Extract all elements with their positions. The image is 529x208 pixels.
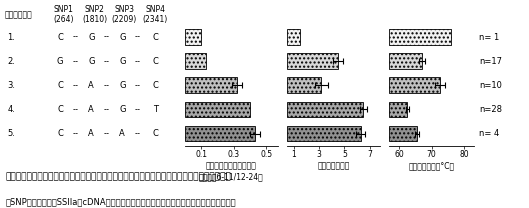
Bar [185, 29, 202, 45]
Text: --: -- [73, 57, 79, 66]
Text: 図１　アルカリ崩壊性遥伝子（ＳＳＩＩａ）の遥伝子内ハプロタイプとデンプン特性との関連: 図１ アルカリ崩壊性遥伝子（ＳＳＩＩａ）の遥伝子内ハプロタイプとデンプン特性との… [5, 172, 231, 181]
Text: SNP3
(2209): SNP3 (2209) [112, 5, 136, 24]
Text: C: C [57, 129, 63, 138]
Text: C: C [152, 129, 158, 138]
Text: C: C [57, 81, 63, 90]
Bar [185, 102, 250, 117]
Text: --: -- [104, 105, 110, 114]
Bar [185, 126, 255, 141]
Text: --: -- [73, 32, 79, 42]
Text: --: -- [104, 57, 110, 66]
Text: SNP4
(2341): SNP4 (2341) [142, 5, 168, 24]
Text: --: -- [73, 105, 79, 114]
Text: SNP1
(264): SNP1 (264) [53, 5, 74, 24]
Text: 各SNPの下に日本晴SSIIaのcDNA翻訳開始点からの塔基番号を示した。誤差線は標準偏差。: 各SNPの下に日本晴SSIIaのcDNA翻訳開始点からの塔基番号を示した。誤差線… [5, 197, 236, 206]
Text: G: G [119, 32, 125, 42]
Text: --: -- [104, 32, 110, 42]
Bar [185, 53, 206, 69]
Text: G: G [119, 81, 125, 90]
Text: G: G [119, 57, 125, 66]
Bar [287, 29, 300, 45]
Text: --: -- [73, 129, 79, 138]
Text: --: -- [104, 81, 110, 90]
Text: --: -- [73, 81, 79, 90]
Text: C: C [57, 32, 63, 42]
Text: --: -- [135, 57, 141, 66]
Text: C: C [152, 81, 158, 90]
Text: A: A [88, 81, 94, 90]
Text: n= 4: n= 4 [479, 129, 499, 138]
Text: C: C [152, 57, 158, 66]
Text: 2.: 2. [7, 57, 15, 66]
Text: --: -- [135, 81, 141, 90]
Text: C: C [57, 105, 63, 114]
Bar [287, 126, 361, 141]
Bar [389, 77, 440, 93]
Bar [287, 102, 363, 117]
Text: 1.: 1. [7, 32, 15, 42]
X-axis label: アルカリ崩壊度: アルカリ崩壊度 [317, 162, 350, 171]
Text: 5.: 5. [7, 129, 15, 138]
Text: G: G [88, 32, 95, 42]
Text: A: A [88, 105, 94, 114]
Text: G: G [119, 105, 125, 114]
X-axis label: 糊化開始温度（°C）: 糊化開始温度（°C） [408, 162, 455, 171]
Text: n=17: n=17 [479, 57, 502, 66]
Bar [389, 53, 422, 69]
Text: --: -- [104, 129, 110, 138]
Text: n=28: n=28 [479, 105, 502, 114]
Text: --: -- [135, 105, 141, 114]
Text: --: -- [135, 129, 141, 138]
Bar [287, 53, 338, 69]
Text: --: -- [135, 32, 141, 42]
Text: A: A [88, 129, 94, 138]
Bar [389, 102, 407, 117]
Text: T: T [153, 105, 158, 114]
X-axis label: アミロペクチン短鎖比率
（重合度6-11/12-24）: アミロペクチン短鎖比率 （重合度6-11/12-24） [199, 162, 264, 182]
Text: ハプロタイプ: ハプロタイプ [4, 10, 32, 19]
Text: SNP2
(1810): SNP2 (1810) [83, 5, 107, 24]
Text: A: A [120, 129, 125, 138]
Text: n=10: n=10 [479, 81, 502, 90]
Text: 3.: 3. [7, 81, 15, 90]
Bar [287, 77, 322, 93]
Bar [185, 77, 237, 93]
Text: G: G [88, 57, 95, 66]
Text: 4.: 4. [7, 105, 15, 114]
Text: G: G [57, 57, 63, 66]
Bar [389, 126, 417, 141]
Bar [389, 29, 451, 45]
Text: n= 1: n= 1 [479, 32, 499, 42]
Text: C: C [152, 32, 158, 42]
